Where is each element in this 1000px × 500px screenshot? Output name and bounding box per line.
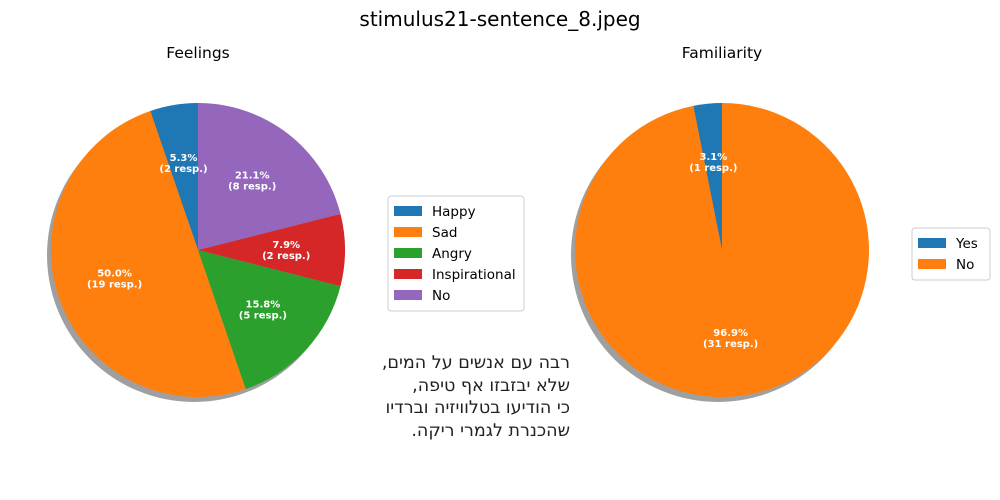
legend-swatch-inspirational xyxy=(394,269,422,279)
slice-labels-familiarity: 3.1% (1 resp.) 96.9% (31 resp.) xyxy=(689,152,758,350)
slice-label-inspirational: 7.9% (2 resp.) xyxy=(262,240,310,262)
legend-swatch-angry xyxy=(394,248,422,258)
slice-label-angry: 15.8% (5 resp.) xyxy=(239,300,287,322)
pie-slice-angry xyxy=(198,250,341,390)
pie-slice-sad xyxy=(51,110,246,397)
slices-familiarity xyxy=(571,103,869,402)
pie-slice-happy xyxy=(150,103,198,250)
pie-slice-yes xyxy=(693,103,722,250)
pie-chart-feelings: Feelings 5.3% (2 resp.) 50.0% (19 resp.) 15.… xyxy=(47,44,525,402)
slice-label-yes: 3.1% (1 resp.) xyxy=(689,152,737,174)
legend-swatch-no xyxy=(394,290,422,300)
pie-slice-inspirational xyxy=(198,213,345,287)
slices-feelings xyxy=(47,103,345,402)
chart-title-familiarity: Familiarity xyxy=(682,44,762,62)
legend-feelings: Happy Sad Angry Inspirational No xyxy=(387,195,525,312)
legend-label-no: No xyxy=(432,288,450,304)
legend-label-no: No xyxy=(956,257,974,273)
legend-frame xyxy=(387,195,525,312)
stimulus-sentence-text: רבה עם אנשים על המים, שלא יבזבזו אף טיפה… xyxy=(381,353,570,441)
legend-swatch-yes xyxy=(918,238,946,248)
chart-title-feelings: Feelings xyxy=(166,44,230,62)
figure-title: stimulus21-sentence_8.jpeg xyxy=(359,7,640,31)
pie-slice-no xyxy=(575,103,869,397)
legend-swatch-happy xyxy=(394,206,422,216)
legend-label-yes: Yes xyxy=(955,236,978,252)
slice-label-happy: 5.3% (2 resp.) xyxy=(159,153,207,175)
legend-swatch-sad xyxy=(394,227,422,237)
slice-label-no: 96.9% (31 resp.) xyxy=(703,328,758,350)
slice-labels-feelings: 5.3% (2 resp.) 50.0% (19 resp.) 15.8% (5 resp… xyxy=(87,153,310,322)
legend-label-happy: Happy xyxy=(432,204,476,220)
slice-label-sad: 50.0% (19 resp.) xyxy=(87,269,142,291)
legend-familiarity: Yes No xyxy=(911,227,991,281)
legend-label-sad: Sad xyxy=(432,225,457,241)
legend-frame xyxy=(911,227,991,281)
legend-swatch-no xyxy=(918,259,946,269)
pie-chart-familiarity: Familiarity 3.1% (1 resp.) 96.9% (31 resp.)… xyxy=(571,44,991,402)
legend-label-inspirational: Inspirational xyxy=(432,267,516,283)
slice-label-no: 21.1% (8 resp.) xyxy=(228,170,276,192)
pie-slice-no xyxy=(198,103,341,250)
legend-label-angry: Angry xyxy=(432,246,472,262)
